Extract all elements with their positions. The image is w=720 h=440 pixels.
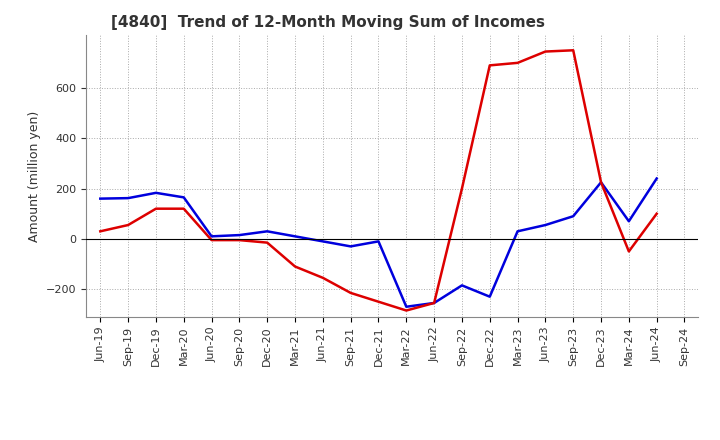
Line: Net Income: Net Income [100, 50, 657, 311]
Ordinary Income [541, 222, 550, 227]
Ordinary Income [569, 213, 577, 219]
Ordinary Income [597, 180, 606, 185]
Ordinary Income [96, 196, 104, 201]
Ordinary Income [346, 244, 355, 249]
Net Income [597, 180, 606, 185]
Net Income [624, 249, 633, 254]
Net Income [291, 264, 300, 269]
Net Income [541, 49, 550, 54]
Net Income [569, 48, 577, 53]
Ordinary Income [152, 190, 161, 195]
Ordinary Income [207, 234, 216, 239]
Ordinary Income [402, 304, 410, 309]
Ordinary Income [179, 195, 188, 200]
Net Income [207, 238, 216, 243]
Net Income [374, 299, 383, 304]
Net Income [318, 275, 327, 280]
Net Income [458, 186, 467, 191]
Ordinary Income [235, 232, 243, 238]
Ordinary Income [624, 219, 633, 224]
Y-axis label: Amount (million yen): Amount (million yen) [27, 110, 40, 242]
Net Income [96, 229, 104, 234]
Net Income [430, 301, 438, 306]
Ordinary Income [513, 229, 522, 234]
Ordinary Income [374, 239, 383, 244]
Ordinary Income [124, 195, 132, 201]
Net Income [152, 206, 161, 211]
Ordinary Income [318, 239, 327, 244]
Text: [4840]  Trend of 12-Month Moving Sum of Incomes: [4840] Trend of 12-Month Moving Sum of I… [111, 15, 545, 30]
Ordinary Income [458, 283, 467, 288]
Net Income [402, 308, 410, 313]
Ordinary Income [263, 229, 271, 234]
Net Income [235, 238, 243, 243]
Net Income [263, 240, 271, 245]
Ordinary Income [430, 301, 438, 306]
Net Income [513, 60, 522, 66]
Net Income [485, 63, 494, 68]
Net Income [124, 222, 132, 227]
Ordinary Income [485, 294, 494, 299]
Net Income [346, 290, 355, 296]
Net Income [179, 206, 188, 211]
Ordinary Income [291, 234, 300, 239]
Line: Ordinary Income: Ordinary Income [100, 179, 657, 307]
Net Income [652, 211, 661, 216]
Ordinary Income [652, 176, 661, 181]
